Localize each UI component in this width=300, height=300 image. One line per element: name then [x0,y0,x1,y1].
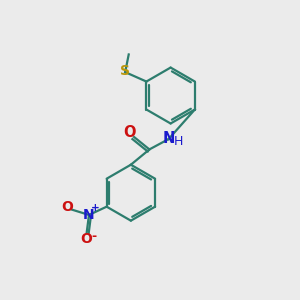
Text: O: O [61,200,73,214]
Text: N: N [83,208,95,222]
Text: -: - [92,230,97,243]
Text: +: + [91,203,100,213]
Text: O: O [124,125,136,140]
Text: O: O [81,232,93,246]
Text: S: S [120,64,130,78]
Text: N: N [163,131,175,146]
Text: H: H [173,135,183,148]
